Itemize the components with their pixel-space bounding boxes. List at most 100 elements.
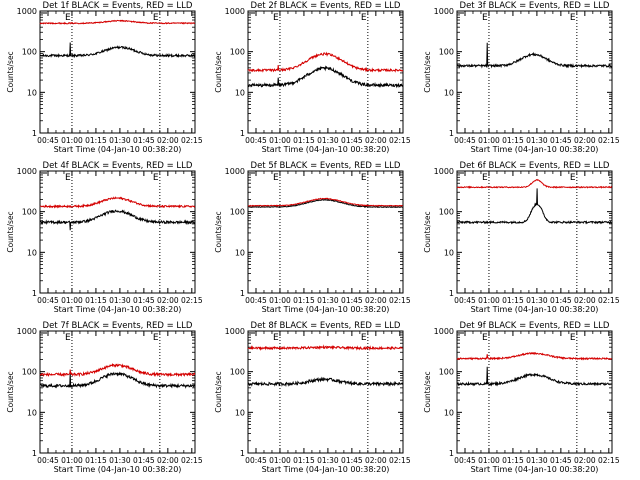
y-axis-label: Counts/sec	[6, 211, 15, 252]
x-tick-label: 01:00	[61, 136, 83, 145]
x-tick-label: 01:45	[133, 296, 155, 305]
x-tick-label: 01:15	[293, 136, 315, 145]
x-tick-label: 01:30	[109, 296, 131, 305]
y-axis-label: Counts/sec	[214, 211, 223, 252]
plot-frame	[247, 170, 404, 294]
x-tick-label: 00:45	[37, 456, 59, 465]
x-tick-label: 02:00	[574, 296, 596, 305]
plot-frame	[247, 10, 404, 134]
x-tick-label: 02:00	[157, 136, 179, 145]
x-tick-label: 01:30	[526, 296, 548, 305]
panel-title: Det 4f BLACK = Events, RED = LLD	[43, 161, 193, 171]
series-line-events-black	[247, 65, 404, 89]
plot-frame	[247, 330, 404, 454]
x-tick-label: 02:15	[181, 136, 203, 145]
panel-title: Det 1f BLACK = Events, RED = LLD	[43, 1, 193, 11]
x-tick-label: 01:30	[109, 136, 131, 145]
series-line-lld-red	[456, 351, 613, 361]
x-tick-label: 01:45	[341, 456, 363, 465]
x-tick-label: 01:15	[85, 136, 107, 145]
x-tick-label: 01:00	[478, 296, 500, 305]
x-axis-label: Start Time (04-Jan-10 00:38:20)	[54, 145, 182, 154]
event-marker-label: E	[361, 173, 367, 183]
series-line-lld-red	[247, 51, 404, 73]
y-axis-label: Counts/sec	[6, 371, 15, 412]
series-line-lld-red	[39, 19, 196, 25]
x-tick-label: 00:45	[245, 136, 267, 145]
x-tick-label: 01:45	[550, 136, 572, 145]
y-tick-label: 10	[235, 248, 245, 257]
panel-det-8: Det 8f BLACK = Events, RED = LLD 1 10 100 10…	[214, 321, 411, 474]
x-axis-label: Start Time (04-Jan-10 00:38:20)	[471, 145, 599, 154]
x-tick-label: 00:45	[245, 456, 267, 465]
x-tick-label: 02:15	[598, 296, 620, 305]
y-tick-label: 10	[444, 248, 454, 257]
x-tick-label: 00:45	[245, 296, 267, 305]
x-tick-label: 01:00	[478, 456, 500, 465]
x-tick-label: 01:00	[269, 456, 291, 465]
y-axis-label: Counts/sec	[214, 51, 223, 92]
plot-frame	[456, 170, 613, 294]
x-tick-label: 02:00	[574, 456, 596, 465]
y-tick-label: 100	[22, 208, 37, 217]
event-marker-label: E	[153, 173, 159, 183]
event-marker-label: E	[65, 333, 71, 343]
plot-frame	[39, 330, 196, 454]
event-marker-label: E	[153, 333, 159, 343]
y-tick-label: 1000	[434, 7, 454, 16]
plot-frame	[39, 10, 196, 134]
x-tick-label: 01:15	[293, 296, 315, 305]
series-line-events-black	[39, 209, 196, 231]
x-tick-label: 02:15	[389, 136, 411, 145]
x-tick-label: 01:45	[550, 296, 572, 305]
panel-det-9: Det 9f BLACK = Events, RED = LLD 1 10 100 10…	[423, 321, 620, 474]
panel-title: Det 2f BLACK = Events, RED = LLD	[251, 1, 401, 11]
x-tick-label: 02:15	[389, 296, 411, 305]
panel-det-4: Det 4f BLACK = Events, RED = LLD 1 10 100 10…	[6, 161, 203, 314]
x-axis-label: Start Time (04-Jan-10 00:38:20)	[54, 465, 182, 474]
y-tick-label: 10	[27, 248, 37, 257]
y-tick-label: 10	[27, 88, 37, 97]
x-tick-label: 00:45	[37, 136, 59, 145]
x-tick-label: 01:45	[341, 296, 363, 305]
event-marker-label: E	[482, 173, 488, 183]
y-tick-label: 100	[439, 208, 454, 217]
x-tick-label: 00:45	[454, 456, 476, 465]
x-tick-label: 01:00	[478, 136, 500, 145]
y-tick-label: 1000	[17, 167, 37, 176]
series-line-lld-red	[247, 344, 404, 352]
series-line-events-black	[39, 371, 195, 389]
event-marker-label: E	[361, 13, 367, 23]
x-tick-label: 02:15	[598, 456, 620, 465]
event-marker-label: E	[570, 173, 576, 183]
y-tick-label: 1000	[434, 327, 454, 336]
y-tick-label: 1	[449, 449, 454, 458]
x-tick-label: 01:00	[61, 296, 83, 305]
x-tick-label: 01:45	[133, 456, 155, 465]
series-line-events-black	[247, 198, 404, 209]
y-tick-label: 100	[439, 48, 454, 57]
panel-title: Det 7f BLACK = Events, RED = LLD	[43, 321, 193, 331]
x-tick-label: 01:15	[502, 456, 524, 465]
event-marker-label: E	[482, 333, 488, 343]
y-tick-label: 1000	[225, 167, 245, 176]
y-tick-label: 10	[444, 88, 454, 97]
event-marker-label: E	[570, 333, 576, 343]
x-tick-label: 01:30	[526, 456, 548, 465]
x-tick-label: 00:45	[37, 296, 59, 305]
x-tick-label: 01:15	[85, 456, 107, 465]
y-tick-label: 100	[22, 368, 37, 377]
plot-frame	[456, 330, 613, 454]
y-tick-label: 1	[240, 129, 245, 138]
y-tick-label: 10	[235, 408, 245, 417]
x-tick-label: 01:30	[526, 136, 548, 145]
x-tick-label: 01:00	[61, 456, 83, 465]
x-tick-label: 01:15	[293, 456, 315, 465]
series-line-events-black	[456, 366, 613, 387]
y-tick-label: 1000	[225, 7, 245, 16]
panel-det-2: Det 2f BLACK = Events, RED = LLD 1 10 100 10…	[214, 1, 411, 154]
x-axis-label: Start Time (04-Jan-10 00:38:20)	[471, 305, 599, 314]
x-tick-label: 02:15	[181, 456, 203, 465]
series-line-events-black	[39, 42, 196, 59]
panel-det-1: Det 1f BLACK = Events, RED = LLD 1 10 100 10…	[6, 1, 203, 154]
